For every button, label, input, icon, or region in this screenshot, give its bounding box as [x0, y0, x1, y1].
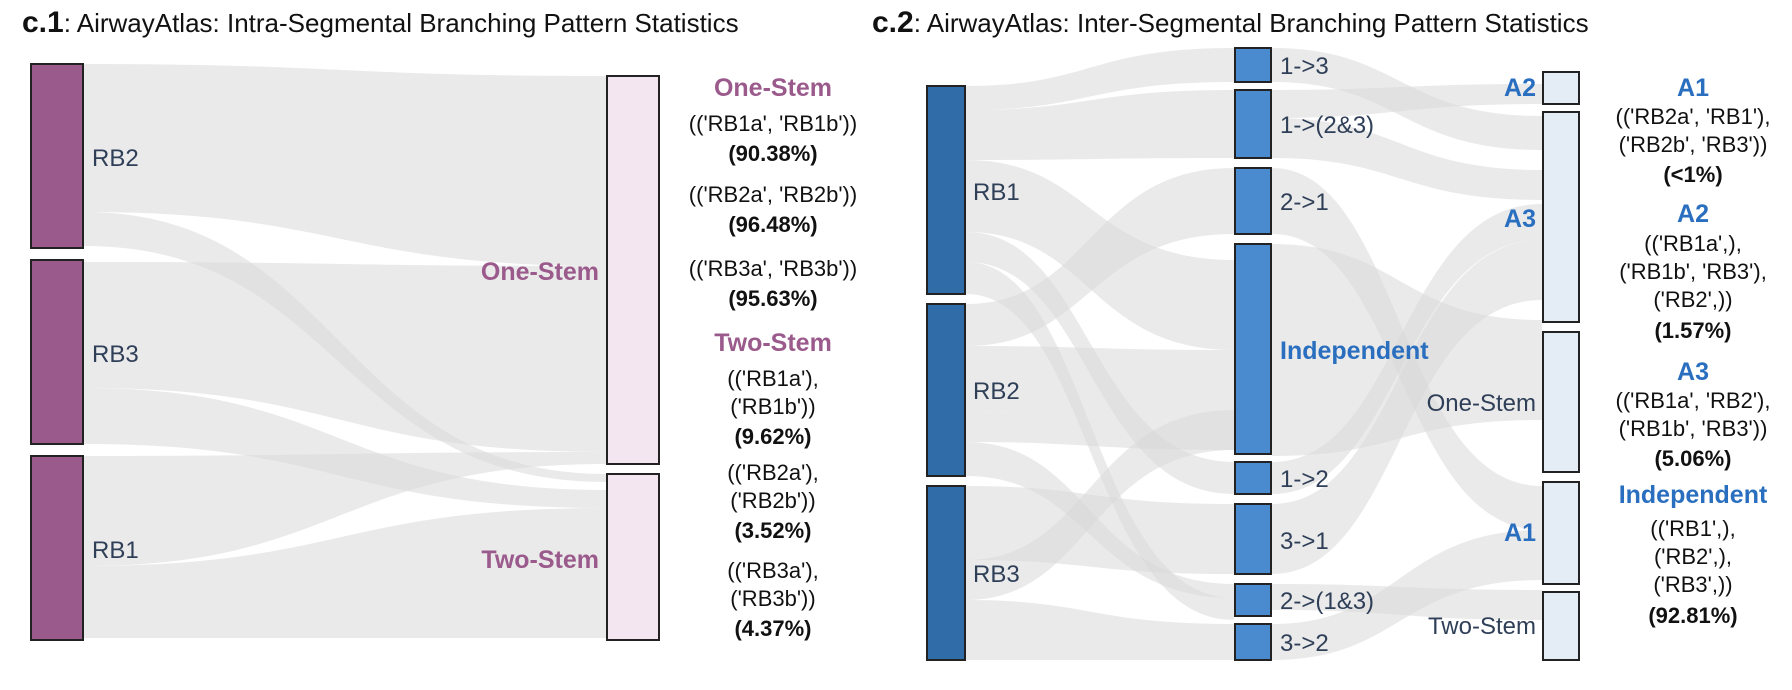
ann-a1-pct: (<1%)	[1663, 162, 1722, 187]
label-1-to-2: 1->2	[1280, 466, 1329, 493]
panel1-annotations: One-Stem (('RB1a', 'RB1b')) (90.38%) (('…	[689, 74, 857, 641]
node-two-stem	[606, 473, 660, 641]
ann-two-stem-item: (('RB3a'),	[727, 558, 819, 583]
label-rb1: RB1	[973, 179, 1020, 206]
ann-a2-line: ('RB2',))	[1653, 287, 1732, 312]
panel1-links	[84, 64, 606, 638]
label-independent: Independent	[1280, 337, 1429, 365]
label-a3: A3	[1504, 205, 1536, 233]
label-3-to-1: 3->1	[1280, 528, 1329, 555]
ann-a2-pct: (1.57%)	[1654, 318, 1731, 343]
panel2-links-right	[1272, 48, 1542, 660]
ann-one-stem-item: (('RB2a', 'RB2b'))	[689, 182, 857, 207]
ann-independent-line: ('RB3',))	[1653, 572, 1732, 597]
ann-two-stem-pct: (3.52%)	[734, 518, 811, 543]
panel2-links-left	[966, 48, 1234, 660]
ann-a1-line: ('RB2b', 'RB3'))	[1619, 132, 1768, 157]
ann-independent-pct: (92.81%)	[1648, 603, 1737, 628]
label-one-stem: One-Stem	[1427, 390, 1536, 417]
ann-two-stem-pct: (4.37%)	[734, 616, 811, 641]
panel1-title: c.1: AirwayAtlas: Intra-Segmental Branch…	[22, 6, 739, 39]
label-rb2: RB2	[973, 378, 1020, 405]
ann-independent-line: ('RB2',),	[1654, 544, 1732, 569]
ann-one-stem-pct: (96.48%)	[728, 212, 817, 237]
ann-one-stem-item: (('RB3a', 'RB3b'))	[689, 256, 857, 281]
node-1-to-2and3	[1234, 89, 1272, 159]
label-3-to-2: 3->2	[1280, 630, 1329, 657]
ann-a1-head: A1	[1677, 74, 1709, 102]
ann-one-stem-pct: (90.38%)	[728, 141, 817, 166]
panel2-left-nodes: RB1 RB2 RB3	[926, 85, 1020, 661]
panel1-left-nodes: RB2 RB3 RB1	[30, 63, 139, 641]
label-two-stem: Two-Stem	[481, 546, 599, 574]
ann-a2-line: ('RB1b', 'RB3'),	[1619, 259, 1767, 284]
ann-a3-pct: (5.06%)	[1654, 446, 1731, 471]
ann-two-stem-pct: (9.62%)	[734, 424, 811, 449]
node-rb3	[926, 485, 966, 661]
label-1-to-3: 1->3	[1280, 53, 1329, 80]
ann-a1-line: (('RB2a', 'RB1'),	[1616, 104, 1771, 129]
label-rb3: RB3	[973, 561, 1020, 588]
label-two-stem: Two-Stem	[1428, 613, 1536, 640]
ann-one-stem-item: (('RB1a', 'RB1b'))	[689, 111, 857, 136]
node-rb1	[30, 455, 84, 641]
ann-two-stem-item: (('RB2a'),	[727, 460, 819, 485]
node-a3	[1542, 111, 1580, 323]
ann-one-stem-head: One-Stem	[714, 74, 832, 102]
label-a2: A2	[1504, 74, 1536, 102]
node-2-to-1and3	[1234, 583, 1272, 617]
node-one-stem	[1542, 331, 1580, 473]
ann-two-stem-head: Two-Stem	[714, 329, 832, 357]
node-rb3	[30, 259, 84, 445]
ann-independent-line: (('RB1',),	[1650, 516, 1735, 541]
ann-two-stem-item: ('RB2b'))	[730, 488, 815, 513]
panel2-title: c.2: AirwayAtlas: Inter-Segmental Branch…	[872, 6, 1589, 39]
ann-two-stem-item: (('RB1a'),	[727, 366, 819, 391]
panel1-right-nodes: One-Stem Two-Stem	[481, 75, 660, 641]
panel2-annotations: A1 (('RB2a', 'RB1'), ('RB2b', 'RB3')) (<…	[1616, 74, 1771, 628]
node-rb2	[926, 303, 966, 477]
ann-one-stem-pct: (95.63%)	[728, 286, 817, 311]
ann-a3-line: (('RB1a', 'RB2'),	[1616, 388, 1771, 413]
node-2-to-1	[1234, 167, 1272, 235]
label-1-to-2and3: 1->(2&3)	[1280, 112, 1374, 139]
node-rb2	[30, 63, 84, 249]
node-two-stem	[1542, 591, 1580, 661]
node-3-to-2	[1234, 623, 1272, 661]
node-a2	[1542, 71, 1580, 105]
node-1-to-3	[1234, 47, 1272, 83]
node-rb1	[926, 85, 966, 295]
node-a1	[1542, 481, 1580, 585]
ann-two-stem-item: ('RB1b'))	[730, 394, 815, 419]
panel2-right-nodes: A2 A3 One-Stem A1 Two-Stem	[1427, 71, 1580, 661]
ann-two-stem-item: ('RB3b'))	[730, 586, 815, 611]
label-rb2: RB2	[92, 145, 139, 172]
panel2-mid-nodes: 1->3 1->(2&3) 2->1 Independent 1->2 3->1…	[1234, 47, 1429, 661]
node-1-to-2	[1234, 461, 1272, 495]
node-3-to-1	[1234, 503, 1272, 575]
ann-a3-line: ('RB1b', 'RB3'))	[1619, 416, 1768, 441]
ann-a2-line: (('RB1a',),	[1644, 231, 1742, 256]
label-2-to-1and3: 2->(1&3)	[1280, 588, 1374, 615]
label-rb3: RB3	[92, 341, 139, 368]
label-one-stem: One-Stem	[481, 258, 599, 286]
ann-a3-head: A3	[1677, 358, 1709, 386]
label-2-to-1: 2->1	[1280, 189, 1329, 216]
node-independent	[1234, 243, 1272, 455]
label-a1: A1	[1504, 519, 1536, 547]
label-rb1: RB1	[92, 537, 139, 564]
node-one-stem	[606, 75, 660, 465]
ann-independent-head: Independent	[1619, 481, 1768, 509]
ann-a2-head: A2	[1677, 200, 1709, 228]
